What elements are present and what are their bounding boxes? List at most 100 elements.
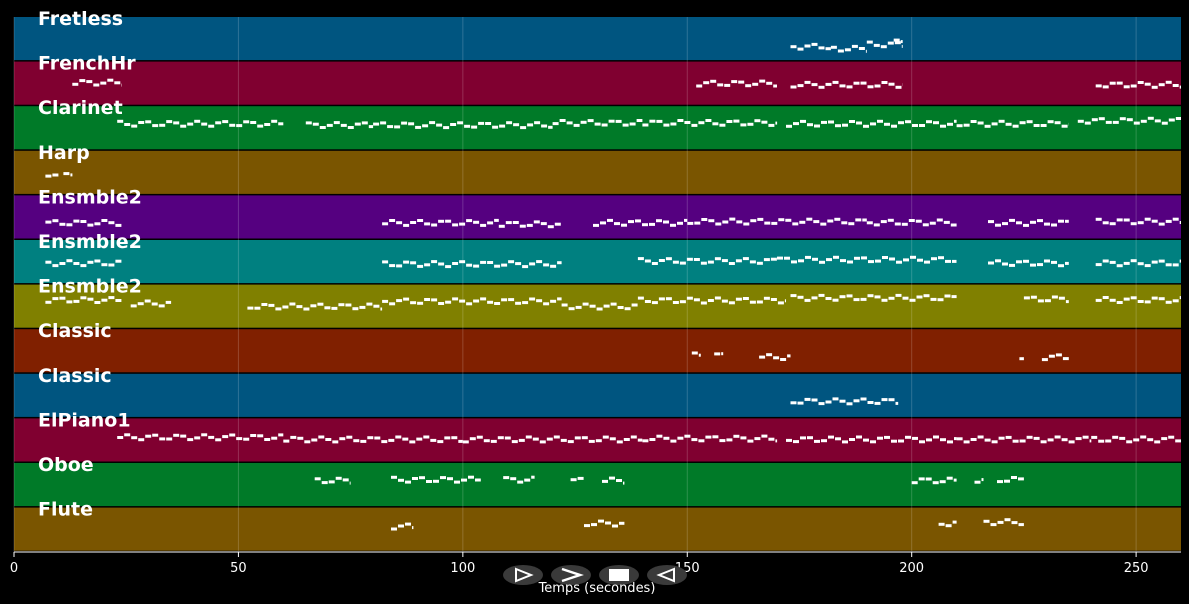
note xyxy=(670,439,677,443)
note xyxy=(1161,121,1168,125)
note-run xyxy=(503,475,535,484)
note-run xyxy=(988,259,1069,268)
note xyxy=(642,123,649,127)
note xyxy=(851,44,858,48)
playback-controls xyxy=(503,565,687,585)
track-label: Ensmble2 xyxy=(38,276,142,298)
note xyxy=(437,440,444,444)
note xyxy=(416,437,423,441)
note xyxy=(582,302,589,306)
note xyxy=(1058,296,1065,300)
note xyxy=(438,219,445,223)
note xyxy=(970,120,977,123)
note xyxy=(825,297,832,300)
note xyxy=(389,264,396,268)
note xyxy=(884,122,890,126)
note xyxy=(588,439,595,443)
note xyxy=(325,438,332,441)
note xyxy=(101,263,108,267)
note xyxy=(940,124,946,128)
note xyxy=(208,435,215,439)
stop-button[interactable] xyxy=(599,565,639,585)
note xyxy=(499,124,506,128)
forward-button[interactable] xyxy=(551,565,591,585)
note xyxy=(742,297,749,300)
note xyxy=(222,120,229,124)
note xyxy=(995,223,1001,227)
note xyxy=(368,125,374,129)
note xyxy=(812,257,818,261)
note xyxy=(617,306,624,309)
note xyxy=(849,120,855,123)
note xyxy=(932,481,939,485)
note xyxy=(818,402,825,406)
note xyxy=(342,478,349,482)
note xyxy=(793,122,799,126)
note xyxy=(501,298,508,302)
note xyxy=(990,523,997,527)
note xyxy=(380,121,387,125)
note xyxy=(670,223,676,227)
note-run xyxy=(1095,80,1181,89)
note xyxy=(856,121,862,125)
note xyxy=(229,123,236,127)
note xyxy=(87,260,94,264)
note xyxy=(45,300,52,304)
note xyxy=(475,478,481,482)
note xyxy=(724,83,731,87)
note xyxy=(1147,438,1154,442)
note xyxy=(714,257,721,261)
note xyxy=(79,79,86,83)
note xyxy=(1102,296,1109,299)
note xyxy=(1154,119,1161,123)
note xyxy=(849,438,855,441)
note xyxy=(898,439,904,443)
note xyxy=(621,223,627,227)
note xyxy=(703,81,710,85)
note xyxy=(777,256,783,260)
note xyxy=(340,123,347,127)
note-run xyxy=(642,119,778,127)
note-run xyxy=(997,476,1024,484)
note xyxy=(464,124,471,128)
note xyxy=(457,121,464,125)
note xyxy=(115,299,122,302)
note xyxy=(1102,259,1109,263)
note xyxy=(505,221,512,225)
note xyxy=(101,219,108,222)
note xyxy=(124,433,131,437)
button-background xyxy=(647,565,687,585)
note xyxy=(70,173,73,177)
note xyxy=(684,434,691,438)
back-button[interactable] xyxy=(647,565,687,585)
note-run xyxy=(642,434,778,443)
note xyxy=(759,355,766,359)
note xyxy=(721,259,728,263)
note xyxy=(786,438,792,442)
track-label: Ensmble2 xyxy=(38,186,142,208)
note xyxy=(705,119,712,122)
note xyxy=(944,294,951,298)
play-outline-button[interactable] xyxy=(503,565,543,585)
note xyxy=(919,440,925,444)
note xyxy=(1109,298,1116,302)
note xyxy=(766,81,773,85)
note xyxy=(847,260,853,264)
note xyxy=(412,477,418,480)
note xyxy=(426,480,432,483)
note-run xyxy=(637,257,777,265)
note xyxy=(222,435,229,439)
note xyxy=(115,259,122,263)
note xyxy=(636,119,643,122)
note xyxy=(173,121,180,125)
note xyxy=(1054,435,1061,439)
note xyxy=(925,477,932,481)
note-run xyxy=(786,119,957,128)
note xyxy=(901,44,903,48)
note xyxy=(108,221,115,225)
note xyxy=(347,126,354,129)
note xyxy=(1075,437,1082,441)
note xyxy=(1011,476,1017,479)
note xyxy=(1151,85,1158,89)
note xyxy=(728,262,735,265)
